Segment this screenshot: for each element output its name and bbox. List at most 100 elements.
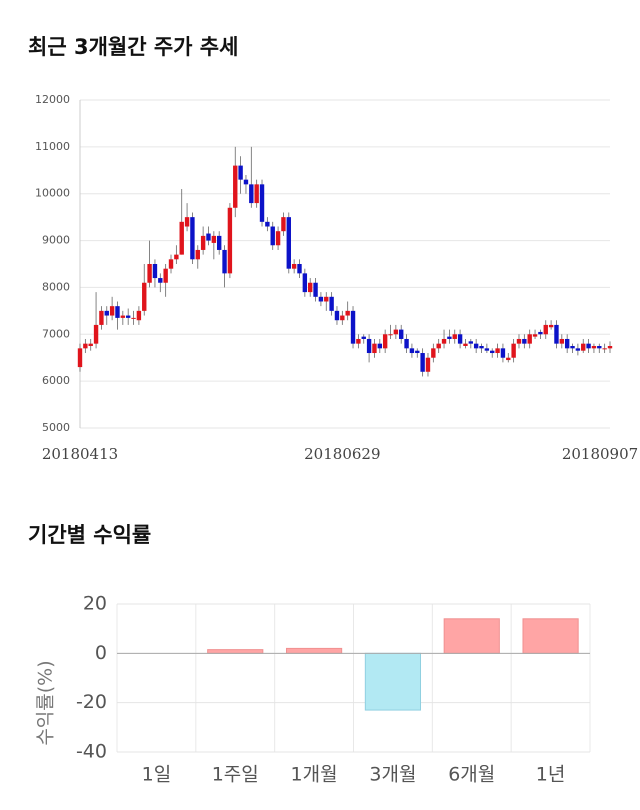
candle-body xyxy=(393,329,399,335)
candle-body xyxy=(356,338,361,344)
candle-body xyxy=(543,324,548,335)
candle-body xyxy=(291,264,297,269)
candle-body xyxy=(168,259,174,269)
candle-body xyxy=(399,329,404,339)
y-tick-label: 6000 xyxy=(42,374,70,387)
y-tick-label: -20 xyxy=(76,691,107,713)
x-tick-label: 1년 xyxy=(536,764,566,786)
candle-body xyxy=(179,221,184,255)
candle-body xyxy=(174,254,179,260)
chart-title: 최근 3개월간 주가 추세 xyxy=(28,35,238,59)
candle-body xyxy=(581,343,586,351)
candle-body xyxy=(142,282,147,311)
candle-body xyxy=(591,346,597,349)
candle-body xyxy=(500,348,506,358)
candle-body xyxy=(125,315,131,318)
bar xyxy=(522,618,579,654)
candle-body xyxy=(227,207,233,274)
candle-body xyxy=(473,343,479,349)
candle-body xyxy=(516,338,522,344)
y-tick-label: 5000 xyxy=(42,421,70,434)
candle-body xyxy=(495,348,500,354)
candle-body xyxy=(372,343,377,354)
candle-body xyxy=(377,343,382,349)
candle-body xyxy=(447,336,452,339)
candle-body xyxy=(436,343,441,349)
candle-body xyxy=(222,249,227,274)
candle-body xyxy=(457,334,463,344)
candle-body xyxy=(559,338,565,344)
y-tick-label: 20 xyxy=(83,593,107,615)
candle-body xyxy=(382,334,388,349)
candle-body xyxy=(532,334,538,337)
candle-body xyxy=(238,165,243,180)
candle-body xyxy=(345,310,350,316)
candle-body xyxy=(564,338,570,349)
candle-body xyxy=(195,249,200,260)
candle-body xyxy=(318,296,324,302)
x-tick-label: 1주일 xyxy=(212,764,259,786)
candle-body xyxy=(249,184,254,204)
candle-body xyxy=(158,278,163,283)
x-tick-label: 6개월 xyxy=(448,764,495,786)
candle-body xyxy=(334,310,340,321)
candle-body xyxy=(83,343,88,349)
candle-body xyxy=(511,343,516,358)
candle-body xyxy=(404,338,409,349)
y-tick-label: 8000 xyxy=(42,280,70,293)
candle-body xyxy=(340,315,345,321)
x-tick-label: 3개월 xyxy=(369,764,416,786)
candle-body xyxy=(211,235,217,243)
candle-body xyxy=(484,348,490,351)
candle-body xyxy=(136,310,142,321)
candle-body xyxy=(586,343,591,349)
candle-body xyxy=(575,348,581,351)
candle-body xyxy=(554,324,559,344)
candle-body xyxy=(388,334,393,336)
candle-body xyxy=(233,165,238,208)
candle-body xyxy=(490,350,495,354)
candle-body xyxy=(570,346,575,349)
chart-title: 기간별 수익률 xyxy=(28,523,151,547)
bar xyxy=(364,652,422,711)
candle-body xyxy=(479,346,484,349)
candle-body xyxy=(527,334,532,344)
candle-body xyxy=(104,310,109,316)
candle-body xyxy=(452,334,457,339)
candle-body xyxy=(602,348,607,350)
candle-body xyxy=(147,264,152,283)
candle-body xyxy=(302,273,308,293)
candle-body xyxy=(607,346,613,349)
candle-body xyxy=(115,306,120,318)
bar xyxy=(285,647,343,654)
x-tick-label: 20180629 xyxy=(304,445,380,463)
bar xyxy=(443,618,500,654)
x-tick-label: 20180907 xyxy=(562,445,638,463)
candle-body xyxy=(522,338,527,344)
candle-body xyxy=(275,231,281,246)
candle-body xyxy=(425,357,431,372)
candle-body xyxy=(308,282,313,293)
bar xyxy=(207,649,264,654)
candle-body xyxy=(77,348,83,368)
y-tick-label: 10000 xyxy=(35,187,70,200)
candle-body xyxy=(350,310,356,344)
candle-body xyxy=(366,338,372,354)
candle-body xyxy=(216,235,222,250)
y-tick-label: 9000 xyxy=(42,234,70,247)
y-tick-label: -40 xyxy=(76,741,107,763)
candle-body xyxy=(468,341,474,344)
candle-body xyxy=(415,350,420,354)
candle-body xyxy=(538,331,543,335)
y-tick-label: 12000 xyxy=(35,93,70,106)
candle-body xyxy=(597,346,602,349)
candle-body xyxy=(270,226,275,246)
candle-body xyxy=(265,221,270,227)
candle-body xyxy=(190,217,195,260)
candle-body xyxy=(93,324,99,344)
candle-body xyxy=(409,348,415,354)
x-tick-label: 20180413 xyxy=(42,445,118,463)
candle-body xyxy=(506,357,511,361)
